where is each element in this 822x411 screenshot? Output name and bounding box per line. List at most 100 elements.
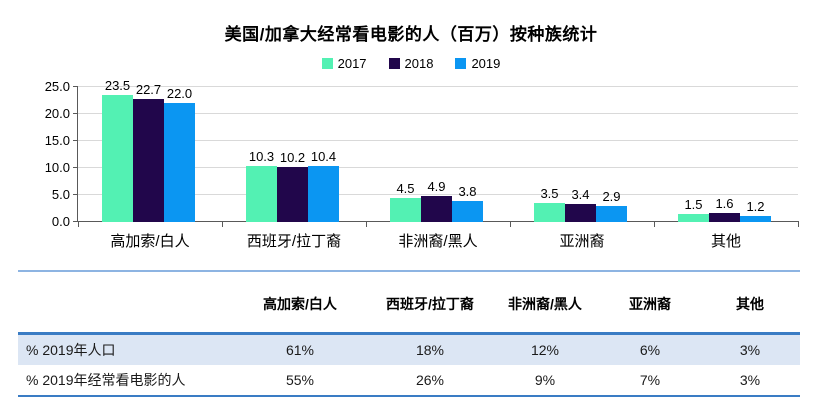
gridline-5.0 <box>78 194 798 195</box>
legend-label-2019: 2019 <box>471 56 501 71</box>
chart-legend: 2017 2018 2019 <box>0 56 822 71</box>
bar-2019-非洲裔/黑人 <box>452 201 483 222</box>
bar-value-2018-西班牙/拉丁裔: 10.2 <box>279 149 306 165</box>
bar-2018-西班牙/拉丁裔 <box>277 166 308 222</box>
legend-swatch-2019 <box>455 58 467 69</box>
table-header-高加索/白人: 高加索/白人 <box>263 296 337 312</box>
table-value-非洲裔/黑人-row2: 9% <box>534 372 556 388</box>
table-value-非洲裔/黑人-row1: 12% <box>530 342 560 358</box>
gridline-10.0 <box>78 167 798 168</box>
percentage-table: 高加索/白人 西班牙/拉丁裔 非洲裔/黑人 亚洲裔 其他 % 2019年人口 61% 18% 1… <box>18 276 800 397</box>
chart-title: 美国/加拿大经常看电影的人（百万）按种族统计 <box>224 25 598 44</box>
bar-2019-亚洲裔 <box>596 206 627 222</box>
y-axis-label-25.0: 25.0 <box>44 79 70 94</box>
bar-value-2019-亚洲裔: 2.9 <box>602 189 621 205</box>
table-header-非洲裔/黑人: 非洲裔/黑人 <box>508 296 582 312</box>
bar-value-2019-非洲裔/黑人: 3.8 <box>458 184 477 200</box>
category-label-亚洲裔: 亚洲裔 <box>559 233 605 250</box>
bar-group-其他: 1.5 1.6 1.2 <box>654 87 798 222</box>
x-axis-tick-5 <box>798 222 799 227</box>
x-axis-tick-1 <box>222 222 223 227</box>
y-axis-tick-25.0 <box>73 86 78 87</box>
legend-label-2017: 2017 <box>337 56 367 71</box>
gridline-20.0 <box>78 113 798 114</box>
bar-value-2017-高加索/白人: 23.5 <box>104 78 131 94</box>
bar-group-西班牙/拉丁裔: 10.3 10.2 10.4 <box>222 87 366 222</box>
x-axis-tick-0 <box>78 222 79 227</box>
bar-2017-高加索/白人 <box>102 95 133 222</box>
y-axis-tick-0.0 <box>73 221 78 222</box>
x-axis-tick-4 <box>654 222 655 227</box>
bar-value-2018-亚洲裔: 3.4 <box>571 186 590 202</box>
category-label-西班牙/拉丁裔: 西班牙/拉丁裔 <box>246 233 342 250</box>
table-header-row: 高加索/白人 西班牙/拉丁裔 非洲裔/黑人 亚洲裔 其他 <box>18 276 800 332</box>
table-value-西班牙/拉丁裔-row1: 18% <box>415 342 445 358</box>
bar-2018-其他 <box>709 213 740 222</box>
bar-value-2019-西班牙/拉丁裔: 10.4 <box>310 148 337 164</box>
bar-group-非洲裔/黑人: 4.5 4.9 3.8 <box>366 87 510 222</box>
bar-2018-非洲裔/黑人 <box>421 195 452 222</box>
y-axis-label-10.0: 10.0 <box>44 160 70 175</box>
x-axis-tick-3 <box>510 222 511 227</box>
legend-item-2018: 2018 <box>388 56 434 71</box>
table-value-高加索/白人-row1: 61% <box>285 342 315 358</box>
table-row-2: % 2019年经常看电影的人 55% 26% 9% 7% 3% <box>18 365 800 395</box>
table-header-亚洲裔: 亚洲裔 <box>629 296 671 312</box>
bar-2017-其他 <box>678 213 709 222</box>
table-value-亚洲裔-row2: 7% <box>639 372 661 388</box>
x-axis-tick-2 <box>366 222 367 227</box>
table-value-高加索/白人-row2: 55% <box>285 372 315 388</box>
bar-2018-亚洲裔 <box>565 203 596 222</box>
table-value-西班牙/拉丁裔-row2: 26% <box>415 372 445 388</box>
table-header-西班牙/拉丁裔: 西班牙/拉丁裔 <box>386 296 474 312</box>
bar-2019-西班牙/拉丁裔 <box>308 165 339 222</box>
bar-value-2017-西班牙/拉丁裔: 10.3 <box>248 149 275 165</box>
legend-swatch-2018 <box>388 58 400 69</box>
table-header-其他: 其他 <box>736 296 764 312</box>
bar-2017-非洲裔/黑人 <box>390 197 421 222</box>
bar-2019-其他 <box>740 215 771 222</box>
bar-value-2018-非洲裔/黑人: 4.9 <box>427 178 446 194</box>
category-label-高加索/白人: 高加索/白人 <box>110 233 190 250</box>
bar-2018-高加索/白人 <box>133 99 164 222</box>
bar-value-2019-其他: 1.2 <box>746 198 765 214</box>
bar-value-2019-高加索/白人: 22.0 <box>166 86 193 102</box>
table-bottom-accent-line <box>18 395 800 397</box>
section-divider-line <box>18 270 800 272</box>
y-axis-tick-20.0 <box>73 113 78 114</box>
y-axis-line <box>77 87 78 222</box>
bar-value-2018-其他: 1.6 <box>715 196 734 212</box>
table-value-亚洲裔-row1: 6% <box>639 342 661 358</box>
bar-value-2017-其他: 1.5 <box>684 196 703 212</box>
table-row-1: % 2019年人口 61% 18% 12% 6% 3% <box>18 335 800 365</box>
bar-value-2017-亚洲裔: 3.5 <box>540 186 559 202</box>
legend-swatch-2017 <box>321 58 333 69</box>
y-axis-tick-10.0 <box>73 167 78 168</box>
legend-item-2019: 2019 <box>455 56 500 71</box>
bar-2017-西班牙/拉丁裔 <box>246 166 277 222</box>
category-label-非洲裔/黑人: 非洲裔/黑人 <box>398 233 478 250</box>
legend-item-2017: 2017 <box>321 56 367 71</box>
bar-group-高加索/白人: 23.5 22.7 22.0 <box>78 78 222 222</box>
y-axis-label-15.0: 15.0 <box>44 133 70 148</box>
category-label-其他: 其他 <box>710 233 741 250</box>
table-top-accent-line <box>18 332 800 335</box>
y-axis-label-20.0: 20.0 <box>44 106 70 121</box>
bar-value-2018-高加索/白人: 22.7 <box>135 82 162 98</box>
table-row-label: % 2019年人口 <box>26 342 116 358</box>
y-axis-tick-15.0 <box>73 140 78 141</box>
bar-group-亚洲裔: 3.5 3.4 2.9 <box>510 87 654 222</box>
y-axis-tick-5.0 <box>73 194 78 195</box>
table-value-其他-row2: 3% <box>739 372 761 388</box>
gridline-15.0 <box>78 140 798 141</box>
table-value-其他-row1: 3% <box>739 342 761 358</box>
table-row-label: % 2019年经常看电影的人 <box>26 372 186 388</box>
gridline-25.0 <box>78 86 798 87</box>
y-axis-label-5.0: 5.0 <box>51 187 70 202</box>
bar-2019-高加索/白人 <box>164 103 195 222</box>
bar-2017-亚洲裔 <box>534 203 565 222</box>
x-axis-category-labels: 高加索/白人 西班牙/拉丁裔 非洲裔/黑人 亚洲裔 其他 <box>78 230 798 251</box>
legend-label-2018: 2018 <box>404 56 434 71</box>
bar-chart-plot-area: 0.0 5.0 10.0 15.0 20.0 25.0 23.5 22.7 22.0 10.3 10… <box>45 78 799 229</box>
